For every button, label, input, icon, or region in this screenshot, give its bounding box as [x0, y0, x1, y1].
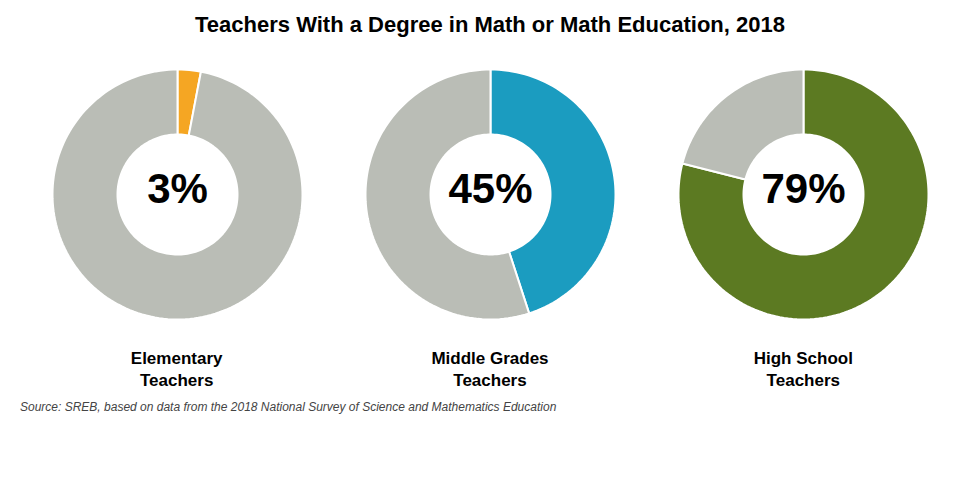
html-text:High School Teachers: High School Teachers [753, 349, 853, 391]
html-text:Middle Grades Teachers: Middle Grades Teachers [431, 349, 549, 391]
svg-text:45%: 45% [448, 165, 532, 212]
html-text:Elementary Teachers: Elementary Teachers [130, 349, 223, 391]
svg-text:3%: 3% [147, 165, 208, 212]
html-text:Teachers With a Degree in Math: Teachers With a Degree in Math or Math E… [195, 12, 785, 37]
svg-text:79%: 79% [762, 165, 846, 212]
html-text:Source: SREB, based on data fr: Source: SREB, based on data from the 201… [20, 400, 557, 415]
